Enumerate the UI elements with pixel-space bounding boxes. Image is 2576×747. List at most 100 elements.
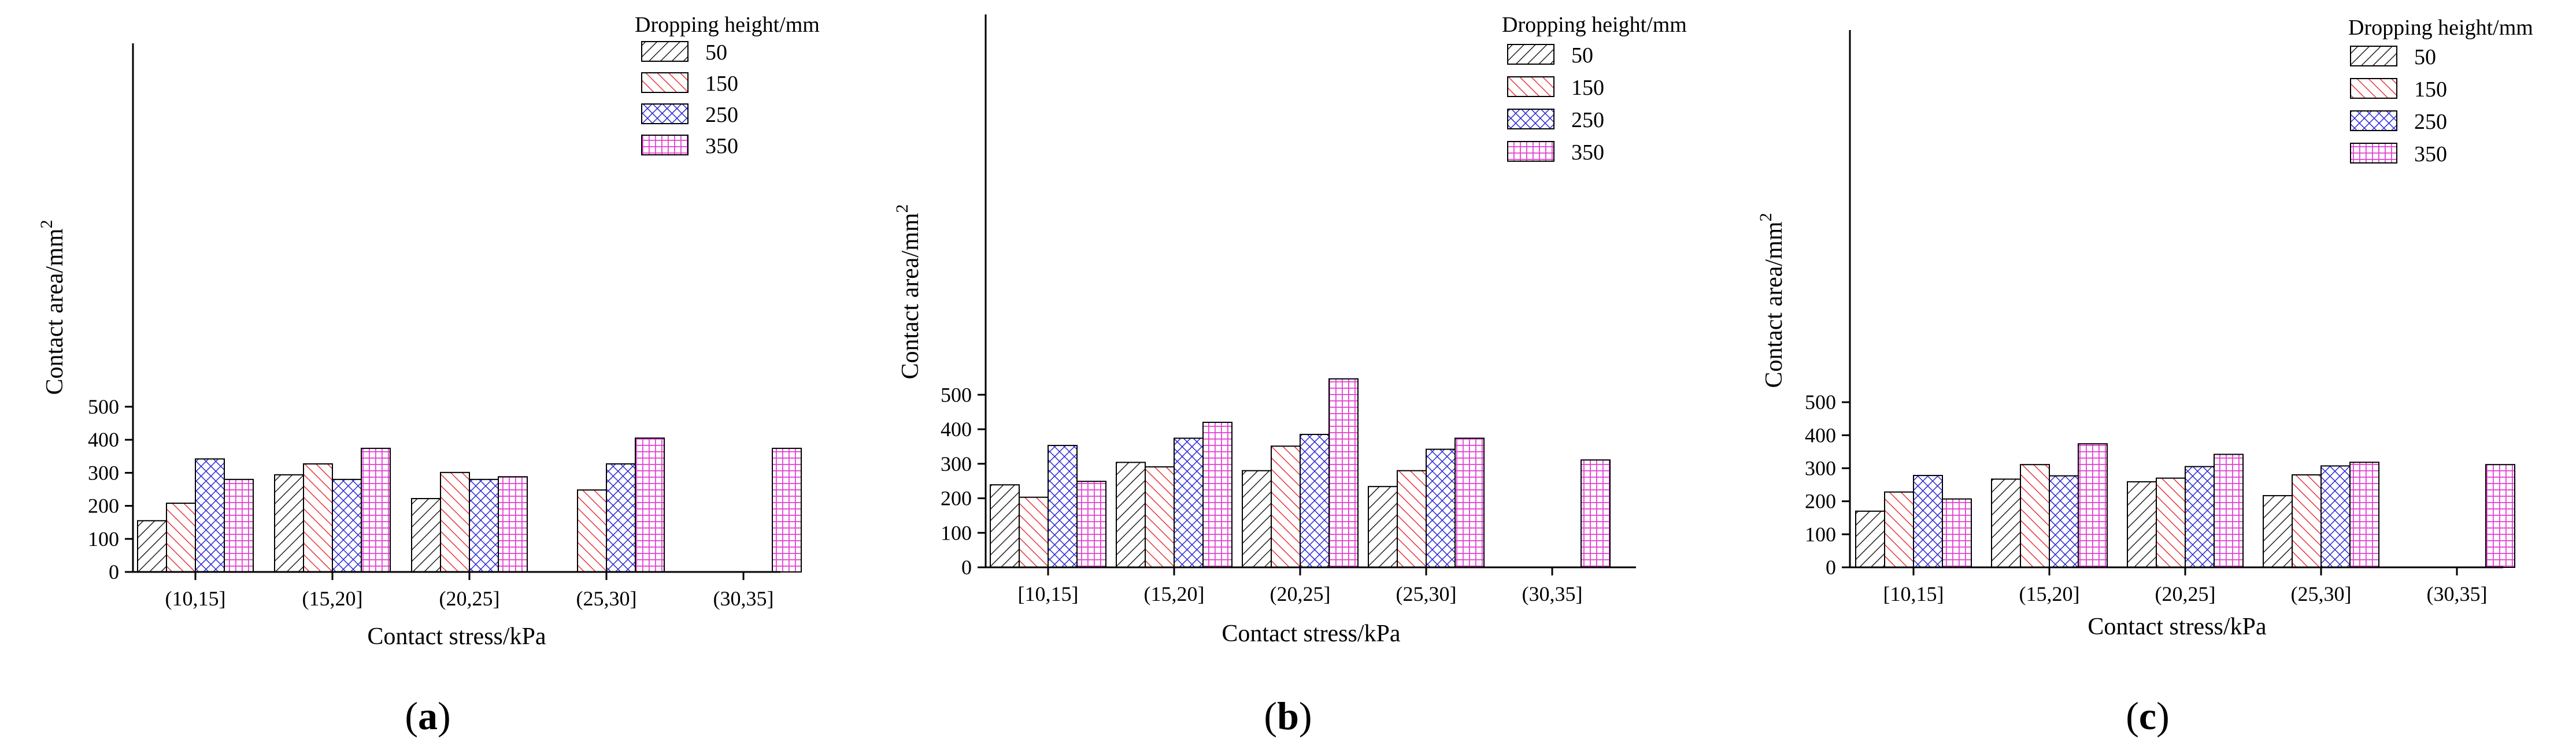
y-tick-label: 200	[941, 487, 972, 510]
legend-swatch-150	[2350, 78, 2397, 99]
x-axis-ticks: [10,15] (15,20] (20,25] (25,30] (30,35]	[1883, 567, 2488, 605]
y-tick-label: 500	[1805, 391, 1836, 414]
x-tick-label: (20,25]	[2155, 582, 2216, 605]
x-tick-label: [10,15]	[1883, 582, 1944, 605]
y-tick-label: 500	[88, 395, 119, 418]
x-axis-ticks: (10,15] (15,20] (20,25] (25,30] (30,35]	[165, 572, 773, 610]
legend: Dropping height/mm 50 150 250 350	[2348, 16, 2533, 166]
y-tick-label: 0	[1826, 556, 1836, 579]
x-tick-label: (15,20]	[302, 587, 363, 610]
bar-350-0	[224, 478, 254, 573]
legend-label-50: 50	[1571, 43, 1593, 68]
bar-150-2	[1271, 445, 1301, 568]
bar-150-3	[2292, 474, 2322, 568]
x-tick-label: (20,25]	[439, 587, 500, 610]
legend-label-150: 150	[2414, 77, 2447, 102]
bar-350-0	[1942, 498, 1972, 568]
bar-150-2	[440, 471, 470, 573]
bar-350-0	[1076, 481, 1106, 568]
legend-swatch-50	[2350, 46, 2397, 66]
panel-letter-a: a	[418, 694, 438, 738]
bar-50-1	[274, 474, 304, 573]
bar-50-1	[1991, 478, 2021, 568]
bar-150-3	[1397, 470, 1427, 568]
y-axis-title-text: Contact area/mm	[42, 228, 68, 395]
chart-panel-a: 0 100 200 300 400 500 (10,15] (15,20] (20,25] (2…	[37, 13, 820, 738]
y-tick-label: 0	[109, 560, 119, 584]
y-tick-label: 200	[88, 495, 119, 518]
y-axis-title: Contact area/mm2	[37, 220, 68, 395]
legend-label-350: 350	[2414, 142, 2447, 166]
legend-label-250: 250	[1571, 108, 1604, 132]
x-tick-label: (30,35]	[2427, 582, 2488, 605]
y-axis-title-text: Contact area/mm	[897, 213, 924, 379]
x-axis-title: Contact stress/kPa	[2088, 614, 2266, 640]
y-tick-label: 300	[1805, 456, 1836, 480]
legend: Dropping height/mm 50 150 250 350	[1502, 13, 1687, 165]
bar-350-2	[1328, 378, 1359, 568]
legend-swatch-50	[641, 41, 689, 62]
bar-50-0	[137, 520, 167, 573]
x-tick-label: (25,30]	[2291, 582, 2352, 605]
y-axis-ticks: 0 100 200 300 400 500	[88, 395, 133, 584]
x-tick-label: (15,20]	[2019, 582, 2080, 605]
bar-150-0	[1019, 496, 1049, 568]
panel-letter-b: b	[1277, 694, 1299, 738]
bar-50-3	[1368, 486, 1398, 568]
bar-50-3	[2263, 495, 2293, 568]
legend-title: Dropping height/mm	[1502, 13, 1687, 37]
bar-350-1	[2078, 443, 2108, 568]
panel-label-c: (c)	[2126, 694, 2170, 738]
y-axis-ticks: 0 100 200 300 400 500	[941, 383, 986, 579]
bar-250-1	[1174, 437, 1204, 568]
legend-swatch-350	[1507, 141, 1555, 162]
bar-350-4	[772, 448, 802, 573]
legend-swatch-350	[641, 135, 689, 155]
legend-label-350: 350	[705, 134, 738, 158]
x-axis-ticks: [10,15] (15,20] (20,25] (25,30] (30,35]	[1018, 567, 1583, 605]
bar-250-0	[195, 458, 225, 573]
bar-50-2	[1242, 470, 1272, 568]
bar-350-2	[2214, 454, 2244, 568]
bar-250-3	[606, 463, 636, 573]
y-tick-label: 100	[1805, 523, 1836, 546]
bar-350-3	[1454, 437, 1485, 568]
bar-50-2	[411, 498, 441, 573]
bar-50-0	[1855, 510, 1885, 568]
bars	[990, 378, 1611, 568]
bar-250-0	[1048, 445, 1078, 568]
x-tick-label: (25,30]	[1396, 582, 1457, 605]
bar-350-1	[1202, 422, 1233, 568]
y-axis-ticks: 0 100 200 300 400 500	[1805, 391, 1850, 579]
bar-250-1	[332, 478, 362, 573]
x-axis-title: Contact stress/kPa	[367, 623, 546, 650]
bar-250-2	[2185, 466, 2215, 568]
x-axis-title: Contact stress/kPa	[1222, 620, 1400, 647]
chart-panel-c: 0 100 200 300 400 500 [10,15] (15,20] (20,25] (2…	[1756, 16, 2533, 738]
y-axis-title-superscript: 2	[1756, 213, 1775, 221]
bar-50-0	[990, 484, 1020, 568]
legend-label-50: 50	[705, 40, 727, 65]
legend-swatch-50	[1507, 44, 1555, 65]
legend: Dropping height/mm 50 150 250 350	[635, 13, 820, 158]
x-tick-label: (30,35]	[1522, 582, 1583, 605]
legend-swatch-250	[641, 103, 689, 124]
legend-label-250: 250	[2414, 110, 2447, 134]
legend-label-50: 50	[2414, 45, 2436, 69]
legend-label-250: 250	[705, 103, 738, 127]
bars	[137, 437, 802, 573]
y-tick-label: 100	[941, 521, 972, 544]
bar-350-2	[498, 476, 528, 573]
y-tick-label: 300	[941, 452, 972, 475]
bar-150-2	[2156, 477, 2186, 568]
bar-150-0	[166, 503, 196, 573]
panel-label-b: (b)	[1264, 694, 1312, 738]
bar-250-3	[1426, 448, 1456, 568]
y-tick-label: 500	[941, 383, 972, 406]
legend-label-150: 150	[1571, 76, 1604, 100]
bar-150-1	[303, 463, 333, 573]
x-tick-label: (15,20]	[1144, 582, 1205, 605]
bar-250-0	[1913, 475, 1943, 568]
y-axis-title-superscript: 2	[893, 204, 912, 213]
